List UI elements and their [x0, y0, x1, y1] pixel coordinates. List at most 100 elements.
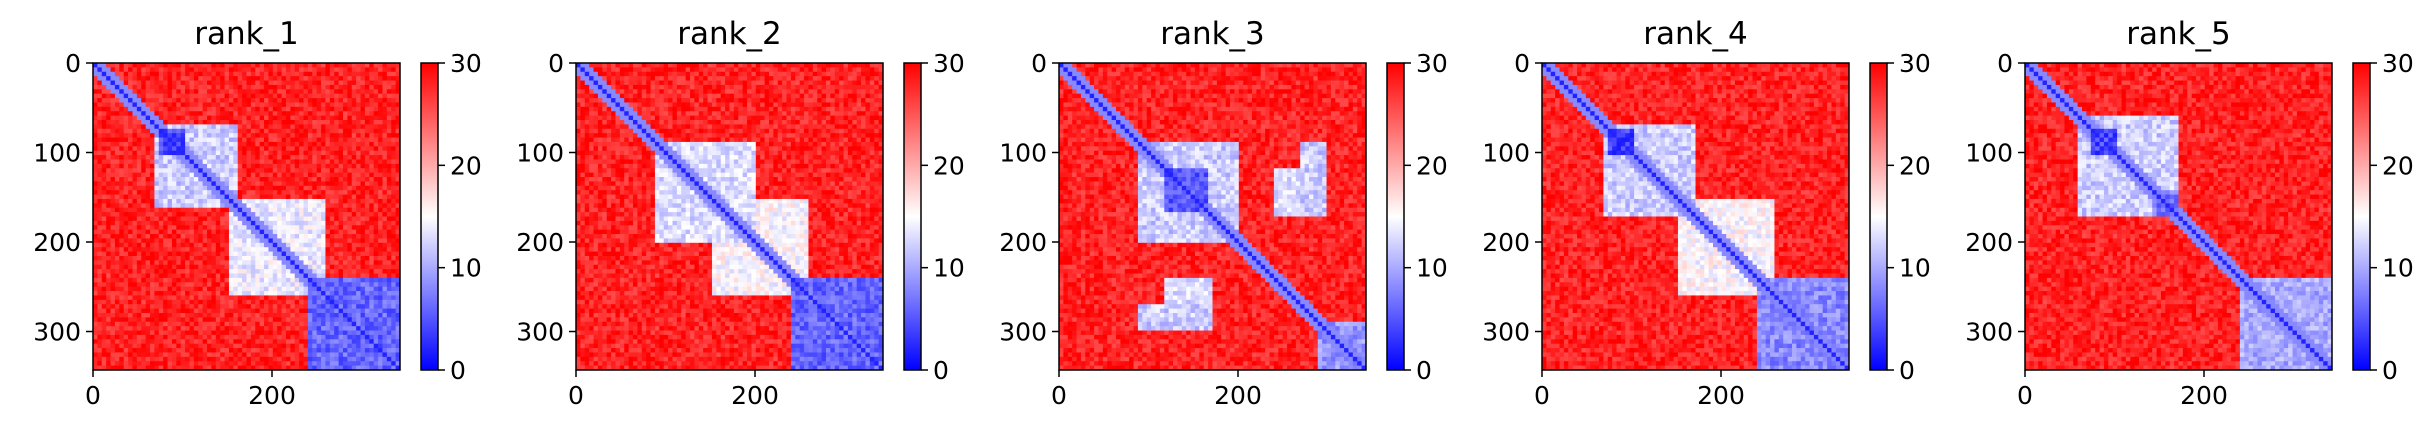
heatmap-cell — [163, 142, 168, 147]
heatmap-cell — [102, 129, 107, 134]
heatmap-cell — [369, 274, 374, 279]
heatmap-cell — [106, 81, 111, 86]
heatmap-cell — [233, 98, 238, 103]
heatmap-cell — [361, 142, 366, 147]
heatmap-cell — [207, 287, 212, 292]
heatmap-cell — [268, 322, 273, 327]
heatmap-cell — [220, 221, 225, 226]
heatmap-cell — [295, 295, 300, 300]
heatmap-cell — [268, 225, 273, 230]
heatmap-cell — [225, 309, 230, 314]
heatmap-cell — [299, 252, 304, 257]
heatmap-cell — [172, 81, 177, 86]
heatmap-cell — [163, 287, 168, 292]
heatmap-cell — [233, 238, 238, 243]
heatmap-cell — [286, 107, 291, 112]
heatmap-cell — [154, 269, 159, 274]
heatmap-cell — [238, 352, 243, 357]
heatmap-cell — [124, 181, 129, 186]
heatmap-cell — [277, 133, 282, 138]
heatmap-cell — [330, 129, 335, 134]
heatmap-cell — [391, 361, 396, 366]
heatmap-cell — [361, 199, 366, 204]
heatmap-cell — [154, 186, 159, 191]
heatmap-cell — [229, 102, 234, 107]
heatmap-cell — [251, 208, 256, 213]
heatmap-cell — [97, 348, 102, 353]
heatmap-cell — [317, 256, 322, 261]
heatmap-cell — [378, 287, 383, 292]
heatmap-cell — [247, 120, 252, 125]
heatmap-cell — [273, 208, 278, 213]
heatmap-cell — [141, 282, 146, 287]
heatmap-cell — [172, 352, 177, 357]
heatmap-cell — [347, 322, 352, 327]
heatmap-cell — [172, 89, 177, 94]
heatmap-cell — [391, 81, 396, 86]
heatmap-cell — [312, 102, 317, 107]
heatmap-cell — [295, 164, 300, 169]
heatmap-cell — [111, 190, 116, 195]
heatmap-cell — [97, 230, 102, 235]
heatmap-cell — [352, 295, 357, 300]
heatmap-cell — [137, 129, 142, 134]
heatmap-cell — [194, 230, 199, 235]
heatmap-cell — [132, 326, 137, 331]
heatmap-cell — [247, 313, 252, 318]
heatmap-cell — [352, 89, 357, 94]
heatmap-cell — [106, 120, 111, 125]
heatmap-cell — [282, 203, 287, 208]
heatmap-cell — [111, 243, 116, 248]
heatmap-cell — [198, 361, 203, 366]
heatmap-cell — [181, 199, 186, 204]
heatmap-cell — [176, 335, 181, 340]
heatmap-cell — [225, 234, 230, 239]
heatmap-cell — [207, 181, 212, 186]
heatmap-cell — [229, 291, 234, 296]
heatmap-cell — [282, 291, 287, 296]
heatmap-cell — [102, 159, 107, 164]
heatmap-cell — [268, 326, 273, 331]
heatmap-cell — [111, 146, 116, 151]
heatmap-cell — [154, 142, 159, 147]
heatmap-cell — [330, 269, 335, 274]
heatmap-cell — [339, 282, 344, 287]
heatmap-cell — [220, 304, 225, 309]
heatmap-cell — [225, 247, 230, 252]
heatmap-cell — [242, 238, 247, 243]
heatmap-cell — [181, 331, 186, 336]
heatmap-cell — [97, 322, 102, 327]
heatmap-cell — [290, 155, 295, 160]
heatmap-cell — [207, 116, 212, 121]
heatmap-cell — [181, 177, 186, 182]
heatmap-cell — [347, 344, 352, 349]
heatmap-cell — [347, 238, 352, 243]
heatmap-cell — [286, 238, 291, 243]
heatmap-cell — [211, 217, 216, 222]
heatmap-cell — [374, 238, 379, 243]
heatmap-cell — [119, 203, 124, 208]
heatmap-cell — [264, 67, 269, 72]
heatmap-cell — [255, 151, 260, 156]
heatmap-cell — [317, 212, 322, 217]
heatmap-cell — [352, 186, 357, 191]
heatmap-cell — [176, 317, 181, 322]
heatmap-cells — [576, 63, 883, 370]
heatmap-cell — [233, 260, 238, 265]
heatmap-cell — [242, 203, 247, 208]
heatmap-cell — [198, 212, 203, 217]
heatmap-cell — [268, 146, 273, 151]
heatmap-cell — [282, 238, 287, 243]
heatmap-cell — [347, 164, 352, 169]
heatmap-cell — [211, 256, 216, 261]
heatmap-cells — [93, 63, 400, 370]
heatmap-cell — [233, 304, 238, 309]
heatmap-cell — [233, 67, 238, 72]
heatmap-cell — [325, 181, 330, 186]
heatmap-cell — [286, 265, 291, 270]
heatmap-cell — [304, 195, 309, 200]
heatmap-cell — [207, 326, 212, 331]
heatmap-cell — [247, 357, 252, 362]
heatmap-cell — [168, 291, 173, 296]
heatmap-cell — [146, 331, 151, 336]
